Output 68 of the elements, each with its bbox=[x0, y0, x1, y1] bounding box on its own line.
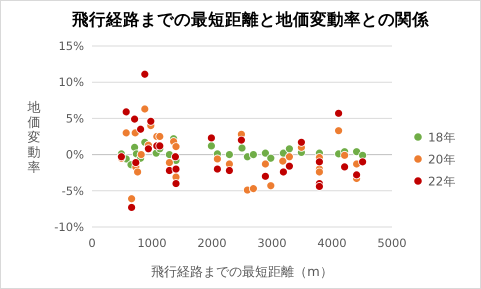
point bbox=[225, 166, 234, 175]
point bbox=[155, 142, 164, 150]
x-tick-label: 3000 bbox=[257, 236, 287, 250]
point bbox=[172, 179, 180, 188]
point bbox=[315, 168, 324, 176]
point bbox=[261, 160, 270, 168]
point bbox=[266, 181, 276, 190]
point bbox=[285, 144, 294, 154]
point bbox=[352, 170, 361, 180]
point bbox=[334, 126, 343, 136]
point bbox=[155, 132, 164, 141]
point bbox=[266, 154, 276, 163]
y-tick-label: 5% bbox=[66, 111, 84, 126]
point bbox=[122, 128, 131, 138]
y-tick-label: -10% bbox=[54, 220, 84, 234]
point bbox=[165, 158, 174, 167]
point bbox=[261, 148, 270, 158]
point bbox=[122, 107, 131, 116]
y-tick-label: -5% bbox=[62, 184, 84, 198]
point bbox=[213, 164, 222, 174]
point bbox=[207, 134, 216, 142]
legend-label: 22年 bbox=[428, 174, 456, 188]
y-tick-label: 10% bbox=[58, 75, 84, 90]
point bbox=[315, 182, 324, 191]
legend-label: 18年 bbox=[428, 130, 456, 144]
point bbox=[207, 142, 216, 150]
point bbox=[213, 154, 222, 164]
point bbox=[237, 136, 246, 145]
point bbox=[172, 164, 180, 174]
point bbox=[225, 150, 234, 159]
point bbox=[140, 104, 150, 114]
point bbox=[144, 144, 153, 154]
point bbox=[340, 162, 349, 172]
point bbox=[146, 116, 156, 126]
point bbox=[133, 168, 142, 176]
point bbox=[297, 138, 306, 147]
point bbox=[334, 108, 343, 118]
point bbox=[249, 184, 258, 194]
point bbox=[358, 157, 367, 166]
x-tick-label: 0 bbox=[88, 236, 96, 250]
point bbox=[130, 114, 139, 124]
point bbox=[285, 162, 294, 171]
point bbox=[261, 172, 270, 181]
point bbox=[136, 150, 146, 159]
point bbox=[249, 150, 258, 159]
chart-title: 飛行経路までの最短距離と地価変動率との関係 bbox=[71, 10, 430, 29]
point bbox=[172, 142, 180, 152]
point bbox=[127, 194, 136, 204]
x-tick-label: 4000 bbox=[317, 236, 347, 250]
y-tick-label: 15% bbox=[58, 39, 84, 53]
x-axis-title: 飛行経路までの最短距離（m） bbox=[151, 265, 333, 280]
point bbox=[315, 157, 324, 166]
point bbox=[140, 70, 150, 79]
point bbox=[127, 203, 136, 212]
point bbox=[279, 168, 288, 176]
legend-label: 20年 bbox=[428, 152, 456, 166]
x-tick-label: 1000 bbox=[137, 236, 167, 250]
x-tick-label: 5000 bbox=[377, 236, 407, 250]
point bbox=[171, 152, 180, 162]
y-axis-title: 地価変動率 bbox=[26, 100, 40, 176]
x-tick-label: 2000 bbox=[197, 236, 227, 250]
point bbox=[340, 150, 349, 160]
point bbox=[278, 156, 288, 166]
point bbox=[136, 124, 145, 134]
point bbox=[285, 152, 294, 162]
point bbox=[131, 158, 140, 167]
point bbox=[238, 144, 246, 152]
y-tick-label: 0% bbox=[66, 148, 84, 162]
